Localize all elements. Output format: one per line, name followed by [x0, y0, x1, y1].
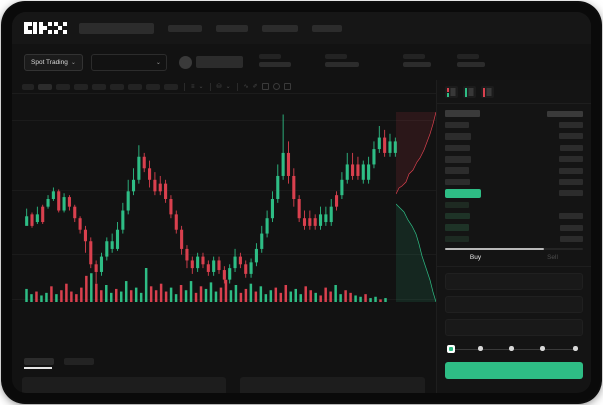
camera-icon[interactable]: [261, 83, 269, 90]
spot-trading-dropdown[interactable]: Spot Trading ⌄: [24, 53, 83, 71]
bottom-tab-order-history[interactable]: [64, 357, 94, 365]
buy-tab[interactable]: Buy: [469, 254, 482, 262]
toolbar-divider: [236, 82, 238, 91]
orderbook-view-both-icon[interactable]: [445, 86, 458, 98]
slider-stop-25[interactable]: [478, 346, 483, 351]
compare-icon[interactable]: ⛁: [216, 83, 222, 90]
okx-logo-glyph-x: [54, 21, 67, 35]
okx-logo-glyph-k: [39, 21, 52, 35]
chevron-down-icon: ⌄: [70, 59, 76, 66]
orderbook-ask-row[interactable]: [445, 154, 583, 165]
orderbook-bid-row[interactable]: [445, 199, 583, 210]
toolbar-divider: [209, 82, 211, 91]
chart-gridline: [12, 120, 436, 121]
nav-link-1[interactable]: [168, 24, 202, 32]
nav-link-4[interactable]: [312, 24, 342, 32]
orderbook-current-price: [445, 188, 583, 199]
pair-name-label: [195, 56, 243, 68]
orderbook-scrollbar[interactable]: [445, 247, 583, 250]
timeframe-3[interactable]: [56, 83, 70, 90]
order-book[interactable]: [437, 104, 591, 245]
gear-icon[interactable]: [272, 83, 280, 90]
pair-avatar: [178, 55, 192, 69]
timeframe-5[interactable]: [92, 83, 106, 90]
timeframe-4[interactable]: [74, 83, 88, 90]
bottom-tab-active-underline: [24, 367, 52, 369]
slider-handle[interactable]: [447, 345, 455, 354]
orderbook-ask-row[interactable]: [445, 142, 583, 153]
slider-stop-100[interactable]: [573, 346, 578, 351]
okx-logo-glyph-o: [24, 21, 37, 35]
bottom-tab-open-orders[interactable]: [24, 357, 54, 365]
place-buy-order-button[interactable]: [445, 361, 583, 379]
orderbook-ask-row[interactable]: [445, 165, 583, 176]
stat-24h-volume: [456, 54, 485, 70]
order-amount-field[interactable]: [445, 295, 583, 313]
orderbook-view-bids-icon[interactable]: [463, 86, 476, 98]
nav-link-3[interactable]: [262, 24, 298, 32]
sell-tab[interactable]: Sell: [547, 254, 558, 262]
slider-track: [450, 348, 578, 350]
timeframe-8[interactable]: [146, 83, 160, 90]
orderbook-bid-row[interactable]: [445, 222, 583, 233]
chevron-down-icon: ⌄: [155, 59, 161, 66]
timeframe-9[interactable]: [164, 83, 178, 90]
depth-chart-overlay: [396, 112, 436, 302]
candlestick-series: [25, 114, 397, 284]
volume-histogram: [25, 268, 387, 302]
ticker-bar: Spot Trading ⌄ ⌄: [12, 44, 591, 80]
orderbook-ask-row[interactable]: [445, 176, 583, 187]
spot-trading-label: Spot Trading: [31, 58, 68, 66]
fullscreen-icon[interactable]: [283, 83, 291, 90]
order-percent-slider[interactable]: [447, 345, 581, 354]
orderbook-ask-row[interactable]: [445, 119, 583, 130]
stat-last-price: [258, 54, 291, 70]
assets-table-panel: [240, 377, 425, 393]
slider-stop-50[interactable]: [509, 346, 514, 351]
buy-sell-tabs: Buy Sell: [437, 250, 591, 267]
orderbook-bid-row[interactable]: [445, 233, 583, 244]
timeframe-2[interactable]: [38, 83, 52, 90]
order-total-field[interactable]: [445, 318, 583, 336]
chart-gridline: [12, 254, 436, 255]
slider-stop-75[interactable]: [540, 346, 545, 351]
pencil-icon[interactable]: ✐: [252, 83, 258, 90]
trading-pair-select[interactable]: ⌄: [90, 53, 167, 71]
chart-gridline: [12, 299, 436, 300]
orderbook-scrollbar-thumb[interactable]: [445, 247, 545, 250]
line-chart-icon[interactable]: ∿: [243, 83, 249, 90]
timeframe-7[interactable]: [128, 83, 142, 90]
stat-24h-change: [324, 54, 359, 70]
timeframe-1[interactable]: [22, 83, 34, 90]
chart-gridline: [12, 190, 436, 191]
app-screen: Spot Trading ⌄ ⌄: [12, 12, 591, 393]
orderbook-ask-row[interactable]: [445, 131, 583, 142]
candlestick-type-icon[interactable]: ≡: [191, 83, 195, 90]
orderbook-header-row: [445, 108, 583, 119]
okx-logo[interactable]: [24, 21, 67, 35]
stat-24h-high: [402, 54, 431, 70]
toolbar-divider: [184, 82, 185, 91]
orders-table-panel: [22, 377, 226, 393]
timeframe-6[interactable]: [110, 83, 124, 90]
top-navigation-bar: [12, 12, 591, 44]
settings-caret-icon[interactable]: ⌄: [225, 83, 231, 90]
chart-toolbar: ≡ ⌄ ⛁ ⌄ ∿ ✐: [12, 80, 591, 94]
order-price-field[interactable]: [445, 272, 583, 290]
bottom-tab-bar: [12, 352, 436, 370]
orderbook-view-asks-icon[interactable]: [481, 86, 494, 98]
device-frame: Spot Trading ⌄ ⌄: [3, 3, 600, 402]
orderbook-bid-row[interactable]: [445, 211, 583, 222]
orderbook-view-toggles: [437, 80, 591, 104]
nav-link-2[interactable]: [216, 24, 248, 32]
orderbook-and-trade-panel: Buy Sell: [436, 80, 591, 393]
search-input[interactable]: [79, 22, 154, 34]
price-chart[interactable]: [12, 94, 436, 352]
indicator-caret-icon[interactable]: ⌄: [198, 83, 204, 90]
